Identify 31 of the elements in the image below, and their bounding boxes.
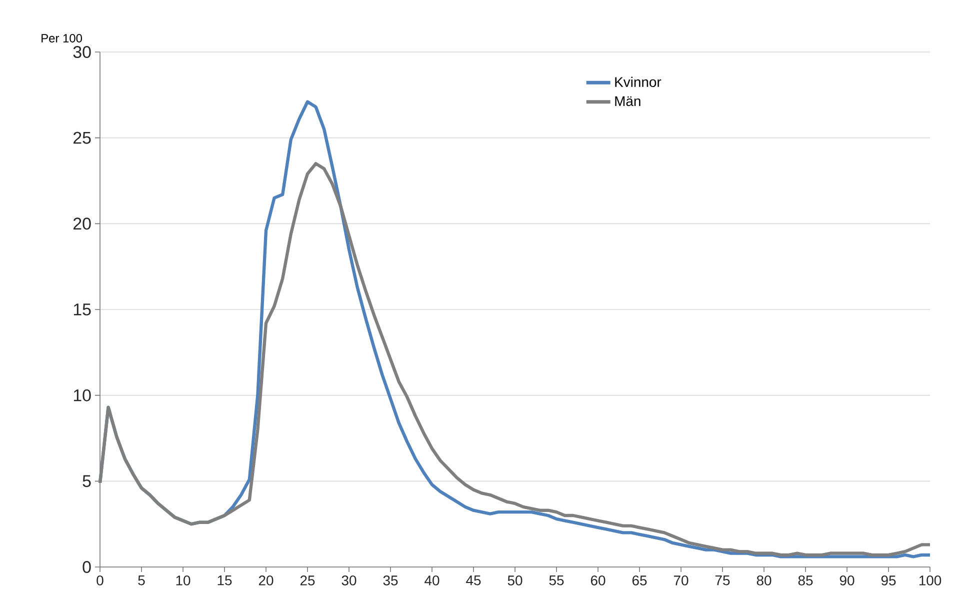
x-tick-label: 0: [96, 576, 104, 586]
x-tick-label: 10: [176, 576, 190, 586]
x-tick-label: 35: [383, 576, 398, 586]
y-tick-label: 0: [82, 561, 91, 573]
x-tick-label: 95: [881, 576, 896, 586]
x-tick-label: 20: [258, 576, 274, 586]
x-tick-label: 45: [466, 576, 481, 586]
x-tick-label: 15: [218, 576, 232, 586]
x-tick-label: 40: [424, 576, 440, 586]
x-tick-label: 55: [549, 576, 564, 586]
x-tick-label: 25: [300, 576, 315, 586]
x-tick-label: 75: [715, 576, 730, 586]
y-tick-label: 30: [73, 46, 91, 58]
x-tick-label: 70: [674, 576, 688, 586]
x-tick-label: 65: [632, 576, 647, 586]
legend-label: Kvinnor: [615, 76, 662, 88]
y-tick-label: 25: [74, 132, 91, 144]
x-tick-label: 5: [138, 576, 145, 586]
y-tick-label: 10: [74, 389, 91, 402]
x-tick-label: 50: [508, 576, 522, 586]
y-axis-title: Per 100: [42, 34, 82, 42]
x-tick-label: 90: [840, 576, 854, 586]
x-tick-label: 30: [342, 576, 356, 586]
y-tick-label: 20: [74, 218, 91, 230]
x-tick-label: 60: [590, 576, 606, 586]
y-tick-label: 15: [74, 304, 91, 316]
x-tick-label: 100: [919, 576, 942, 586]
legend-label: Män: [615, 96, 640, 106]
x-tick-label: 80: [756, 576, 772, 586]
y-tick-label: 5: [82, 475, 91, 488]
x-tick-label: 85: [798, 576, 813, 586]
